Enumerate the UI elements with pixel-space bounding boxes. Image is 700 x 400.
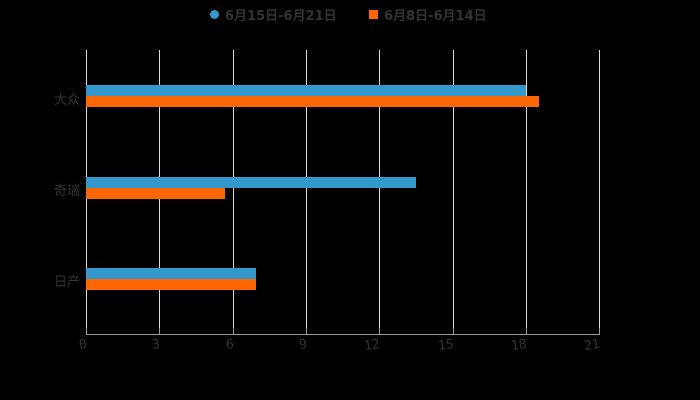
legend-label: 6月15日-6月21日 xyxy=(225,8,337,24)
x-tick xyxy=(306,328,307,335)
x-tick xyxy=(86,328,87,335)
legend-square-icon xyxy=(369,9,378,19)
bar-series1-dazhong[interactable] xyxy=(86,85,526,96)
category-label: 日产 xyxy=(53,275,80,290)
category-label: 奇瑞 xyxy=(53,184,80,199)
legend-label: 6月8日-6月14日 xyxy=(384,8,487,24)
bar-series2-qirui[interactable] xyxy=(86,188,225,199)
gridline xyxy=(306,50,307,335)
x-tick xyxy=(159,328,160,335)
bar-series2-dazhong[interactable] xyxy=(86,96,539,107)
x-tick-label: 12 xyxy=(363,337,382,355)
x-tick-label: 6 xyxy=(225,337,236,353)
gridline xyxy=(526,50,527,335)
legend-item-series-2[interactable]: 6月8日-6月14日 xyxy=(369,4,487,24)
x-tick-label: 18 xyxy=(510,337,529,355)
gridline xyxy=(233,50,234,335)
x-tick-label: 21 xyxy=(583,337,602,355)
bar-series1-qirui[interactable] xyxy=(86,177,416,188)
gridline xyxy=(379,50,380,335)
category-label: 大众 xyxy=(53,93,80,108)
x-tick xyxy=(453,328,454,335)
x-tick-label: 9 xyxy=(298,337,309,353)
gridline xyxy=(453,50,454,335)
x-axis-line xyxy=(86,334,600,335)
legend-circle-icon xyxy=(210,9,219,19)
x-tick xyxy=(526,328,527,335)
x-tick xyxy=(379,328,380,335)
gridline xyxy=(599,50,600,335)
chart-legend: 6月15日-6月21日 6月8日-6月14日 xyxy=(0,4,700,24)
x-tick xyxy=(233,328,234,335)
x-tick-label: 0 xyxy=(78,337,89,353)
bar-series1-richan[interactable] xyxy=(86,268,256,279)
x-tick xyxy=(599,328,600,335)
legend-item-series-1[interactable]: 6月15日-6月21日 xyxy=(210,4,337,24)
x-tick-label: 3 xyxy=(151,337,162,353)
bar-series2-richan[interactable] xyxy=(86,279,256,290)
x-tick-label: 15 xyxy=(437,337,456,355)
